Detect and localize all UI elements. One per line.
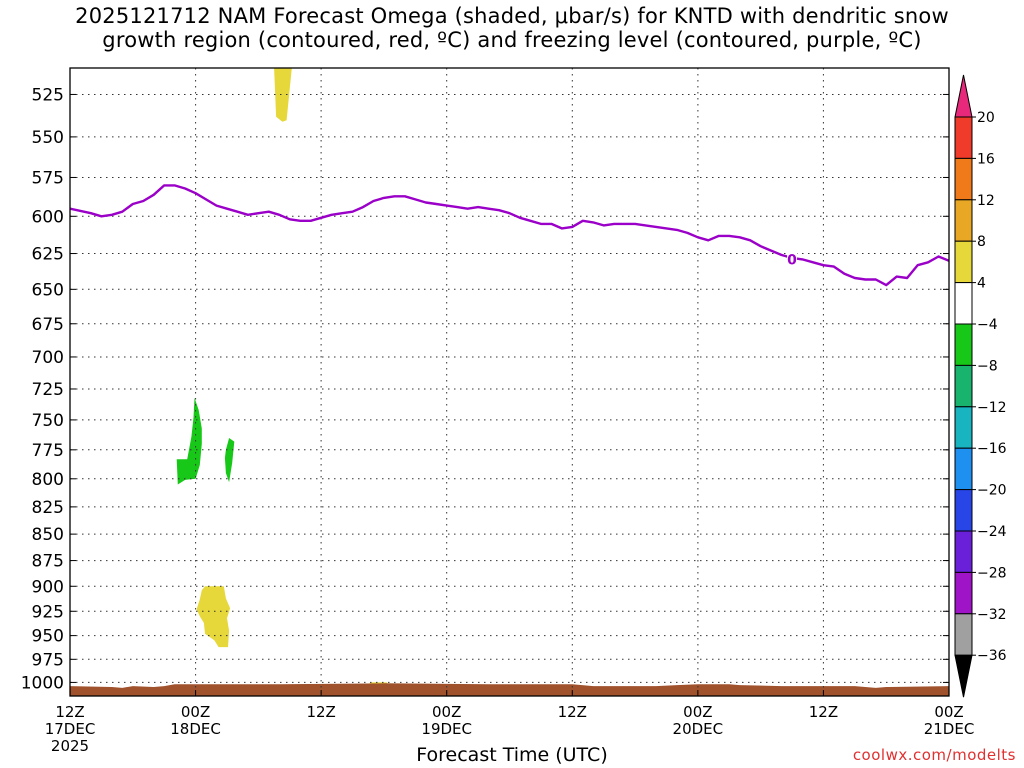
colorbar-bin-13 [954,613,973,656]
freezing-level-line [70,184,949,287]
y-tick-label-775: 775 [32,441,64,461]
colorbar-label-7: −12 [977,400,1007,416]
colorbar-label-8: −16 [977,441,1007,457]
x-tick-label-h84-line1: 00Z [934,703,963,721]
colorbar-label-10: −24 [977,524,1007,540]
y-tick-label-900: 900 [32,577,64,597]
freezing-level: 0 [70,184,949,287]
y-tick-label-650: 650 [32,280,64,300]
y-tick-label-850: 850 [32,525,64,545]
title-line-2: growth region (contoured, red, ºC) and f… [102,28,922,52]
colorbar-bin-3 [954,199,973,242]
colorbar-bin-10 [954,489,973,532]
colorbar-bin-8 [954,406,973,449]
y-tick-label-725: 725 [32,380,64,400]
colorbar-bin-7 [954,364,973,408]
x-tick-label-h72-line1: 12Z [809,703,838,721]
colorbar-bin-11 [954,530,973,573]
colorbar-label-11: −28 [977,565,1007,581]
colorbar-bin-12 [954,571,973,615]
y-tick-label-575: 575 [32,168,64,188]
x-tick-label-h12-line2: 18DEC [170,720,221,738]
colorbar-label-2: 12 [977,193,995,209]
plot-frame [69,67,950,697]
x-tick-label-h24-line1: 12Z [306,703,335,721]
x-tick-label-h60-line1: 00Z [683,703,712,721]
x-tick-label-h84-line2: 21DEC [924,720,975,738]
colorbar-label-4: 4 [977,276,986,292]
terrain-band [70,683,949,696]
y-axis: 525 550 575 600 625 650 675 700 725 750 775 800 825 8… [21,85,949,693]
y-tick-label-550: 550 [32,128,64,148]
x-tick-label-h0-line2: 17DEC [45,720,96,738]
x-tick-label-h0-line1: 12Z [55,703,84,721]
omega-region-4 [196,586,231,648]
colorbar-label-13: −36 [977,648,1007,664]
y-tick-label-600: 600 [32,207,64,227]
y-tick-label-525: 525 [32,85,64,105]
y-tick-label-950: 950 [32,627,64,647]
colorbar-label-3: 8 [977,234,986,250]
colorbar-label-9: −20 [977,483,1007,499]
y-tick-label-975: 975 [32,650,64,670]
colorbar-bin-1 [954,116,973,159]
omega-region-1 [274,68,292,122]
colorbar-label-1: 16 [977,151,995,167]
y-tick-label-800: 800 [32,470,64,490]
omega-shading [176,68,388,690]
grid [70,68,949,696]
x-tick-label-h0-line3: 2025 [51,737,89,755]
x-tick-label-h36-line2: 19DEC [421,720,472,738]
x-tick-label-h60-line2: 20DEC [673,720,724,738]
colorbar-arrow-top [954,74,973,118]
colorbar-bin-2 [954,157,973,201]
colorbar-bin-5 [954,282,973,325]
x-tick-label-h36-line1: 00Z [432,703,461,721]
y-tick-label-875: 875 [32,552,64,572]
plot-border [69,67,950,697]
x-tick-label-h12-line1: 00Z [181,703,210,721]
omega-region-2 [176,397,202,485]
credit-text: coolwx.com/modelts [852,746,1016,764]
freezing-level-label: 0 [787,252,797,268]
y-tick-label-700: 700 [32,348,64,368]
x-tick-label-h48-line1: 12Z [558,703,587,721]
colorbar-arrow-bottom [954,654,973,698]
colorbar-label-0: 20 [977,110,995,126]
y-tick-label-1000: 1000 [21,673,64,693]
colorbar-bin-6 [954,323,973,366]
colorbar-bin-4 [954,240,973,284]
title-line-1: 2025121712 NAM Forecast Omega (shaded, μ… [75,4,949,28]
y-tick-label-625: 625 [32,245,64,265]
y-tick-label-675: 675 [32,315,64,335]
x-axis-label: Forecast Time (UTC) [416,744,608,766]
freezing-label-bg [787,252,798,266]
y-tick-label-750: 750 [32,411,64,431]
y-tick-label-925: 925 [32,602,64,622]
omega-region-3 [224,438,235,483]
chart-title: 2025121712 NAM Forecast Omega (shaded, μ… [0,4,1024,52]
colorbar-label-12: −32 [977,607,1007,623]
colorbar-label-6: −8 [977,358,998,374]
y-tick-label-825: 825 [32,498,64,518]
colorbar-bin-9 [954,447,973,491]
colorbar: 20 16 12 8 4 −4 −8 −12 −16 −20 −24 −28 −32 −36 [954,74,1007,698]
terrain [70,683,949,696]
colorbar-label-5: −4 [977,317,998,333]
